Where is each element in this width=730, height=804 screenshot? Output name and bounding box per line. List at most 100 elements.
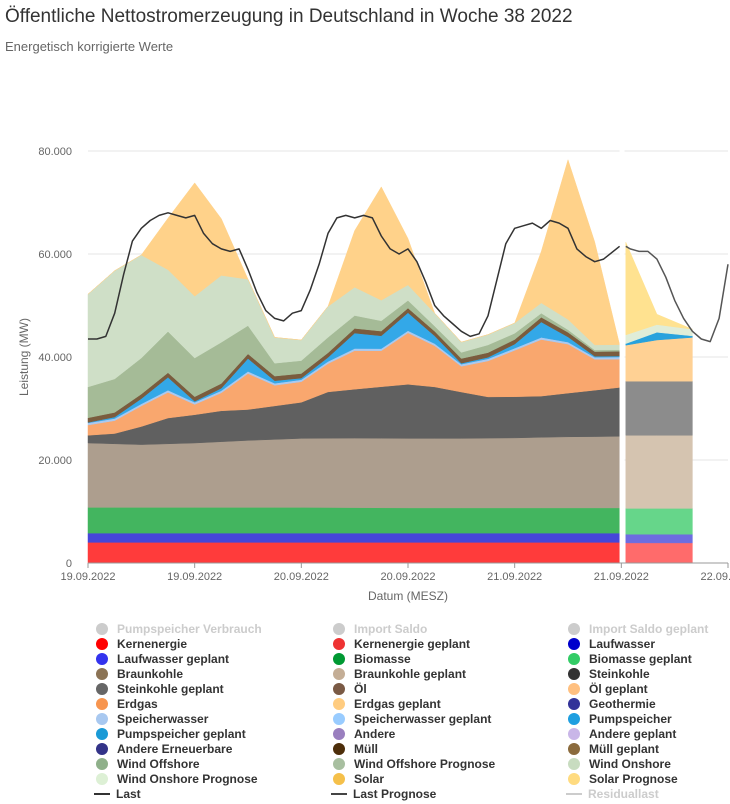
legend-label: Pumpspeicher: [589, 711, 672, 726]
legend-item[interactable]: Wind Offshore: [93, 756, 200, 771]
x-axis-title: Datum (MESZ): [368, 589, 448, 603]
chart-area: 0 20.000 40.000 60.000 80.000 19.09.2022 19.09…: [17, 141, 730, 603]
legend-label: Wind Onshore Prognose: [117, 771, 258, 786]
legend-item[interactable]: Kernenergie: [93, 636, 187, 651]
legend-label: Erdgas: [117, 696, 158, 711]
legend-dot-symbol: [96, 637, 108, 650]
legend-item[interactable]: Erdgas: [93, 696, 158, 711]
legend-line-symbol: [94, 792, 110, 795]
legend-item[interactable]: Andere: [330, 726, 395, 741]
legend-dot-symbol: [96, 697, 108, 710]
legend-label: Speicherwasser: [117, 711, 209, 726]
legend-item[interactable]: Steinkohle geplant: [93, 681, 224, 696]
legend-label: Steinkohle: [589, 666, 650, 681]
legend-item[interactable]: Wind Onshore: [565, 756, 671, 771]
legend-label: Last: [116, 786, 141, 801]
legend-dot-symbol: [568, 682, 580, 695]
legend-item[interactable]: Müll: [330, 741, 378, 756]
legend-label: Wind Onshore: [589, 756, 671, 771]
forecast-gap: [619, 141, 625, 563]
legend-item[interactable]: Erdgas geplant: [330, 696, 441, 711]
legend-item[interactable]: Import Saldo geplant: [565, 621, 708, 636]
legend-item[interactable]: Kernenergie geplant: [330, 636, 470, 651]
legend-item[interactable]: Last Prognose: [330, 786, 436, 801]
y-tick-label: 20.000: [38, 455, 72, 467]
legend-item[interactable]: Andere Erneuerbare: [93, 741, 232, 756]
legend-label: Kernenergie: [117, 636, 188, 651]
legend-item[interactable]: Öl: [330, 681, 367, 696]
legend-item[interactable]: Biomasse geplant: [565, 651, 692, 666]
legend-label: Öl: [354, 681, 367, 696]
legend-item[interactable]: Geothermie: [565, 696, 656, 711]
x-tick-label: 19.09.2022: [60, 571, 115, 583]
forecast-area-laufwasser-geplant: [625, 533, 693, 544]
legend-item[interactable]: Braunkohle: [93, 666, 183, 681]
legend-item[interactable]: Wind Offshore Prognose: [330, 756, 495, 771]
legend-label: Biomasse geplant: [589, 651, 692, 666]
legend-label: Solar: [354, 771, 385, 786]
legend-item[interactable]: Solar: [330, 771, 384, 786]
line-last-prognose: [625, 245, 729, 343]
legend-item[interactable]: Import Saldo: [330, 621, 427, 636]
legend: Pumpspeicher Verbrauch Import Saldo Import…: [0, 620, 730, 804]
legend-label: Speicherwasser geplant: [354, 711, 492, 726]
chart-title: Öffentliche Nettostromerzeugung in Deuts…: [5, 6, 573, 27]
legend-dot-symbol: [96, 772, 108, 785]
y-axis-title: Leistung (MW): [17, 318, 31, 396]
legend-dot-symbol: [568, 697, 580, 710]
legend-dot-symbol: [96, 622, 108, 635]
x-tick-label: 21.09.2022: [487, 571, 542, 583]
legend-item[interactable]: Laufwasser geplant: [93, 651, 229, 666]
legend-item[interactable]: Speicherwasser: [93, 711, 208, 726]
legend-item[interactable]: Pumpspeicher Verbrauch: [93, 621, 262, 636]
legend-item[interactable]: Biomasse: [330, 651, 411, 666]
legend-label: Erdgas geplant: [354, 696, 441, 711]
legend-label: Braunkohle geplant: [354, 666, 467, 681]
legend-dot-symbol: [333, 772, 345, 785]
legend-item[interactable]: Steinkohle: [565, 666, 650, 681]
forecast-area-braunkohle-geplant: [625, 435, 693, 509]
legend-dot-symbol: [96, 712, 108, 725]
legend-item[interactable]: Solar Prognose: [565, 771, 678, 786]
legend-item[interactable]: Pumpspeicher: [565, 711, 672, 726]
legend-dot-symbol: [96, 727, 108, 740]
legend-item[interactable]: Laufwasser: [565, 636, 655, 651]
y-tick-label: 60.000: [38, 249, 72, 261]
legend-dot-symbol: [568, 727, 580, 740]
legend-label: Andere Erneuerbare: [117, 741, 233, 756]
legend-dot-symbol: [568, 712, 580, 725]
x-tick-label: 20.09.2022: [274, 571, 329, 583]
legend-dot-symbol: [333, 742, 345, 755]
legend-dot-symbol: [568, 652, 580, 665]
legend-line-symbol: [331, 792, 347, 795]
legend-item[interactable]: Pumpspeicher geplant: [93, 726, 246, 741]
legend-label: Pumpspeicher geplant: [117, 726, 246, 741]
legend-dot-symbol: [333, 712, 345, 725]
legend-dot-symbol: [96, 682, 108, 695]
legend-dot-symbol: [333, 727, 345, 740]
legend-dot-symbol: [568, 757, 580, 770]
legend-dot-symbol: [96, 652, 108, 665]
legend-item[interactable]: Wind Onshore Prognose: [93, 771, 258, 786]
legend-item[interactable]: Öl geplant: [565, 681, 648, 696]
legend-dot-symbol: [333, 622, 345, 635]
legend-item[interactable]: Braunkohle geplant: [330, 666, 466, 681]
legend-dot-symbol: [333, 697, 345, 710]
y-tick-label: 80.000: [38, 146, 72, 158]
legend-item[interactable]: Last: [93, 786, 141, 801]
x-tick-label: 21.09.2022: [594, 571, 649, 583]
legend-label: Import Saldo geplant: [589, 621, 709, 636]
legend-label: Import Saldo: [354, 621, 428, 636]
x-tick-label: 22.09.2022: [700, 571, 730, 583]
legend-item[interactable]: Andere geplant: [565, 726, 676, 741]
legend-dot-symbol: [333, 757, 345, 770]
legend-item[interactable]: Speicherwasser geplant: [330, 711, 491, 726]
legend-item[interactable]: Residuallast: [565, 786, 659, 801]
line-last: [88, 212, 621, 340]
legend-item[interactable]: Müll geplant: [565, 741, 659, 756]
legend-label: Laufwasser geplant: [117, 651, 230, 666]
legend-dot-symbol: [568, 667, 580, 680]
legend-label: Steinkohle geplant: [117, 681, 224, 696]
legend-dot-symbol: [96, 667, 108, 680]
x-tick-label: 20.09.2022: [380, 571, 435, 583]
